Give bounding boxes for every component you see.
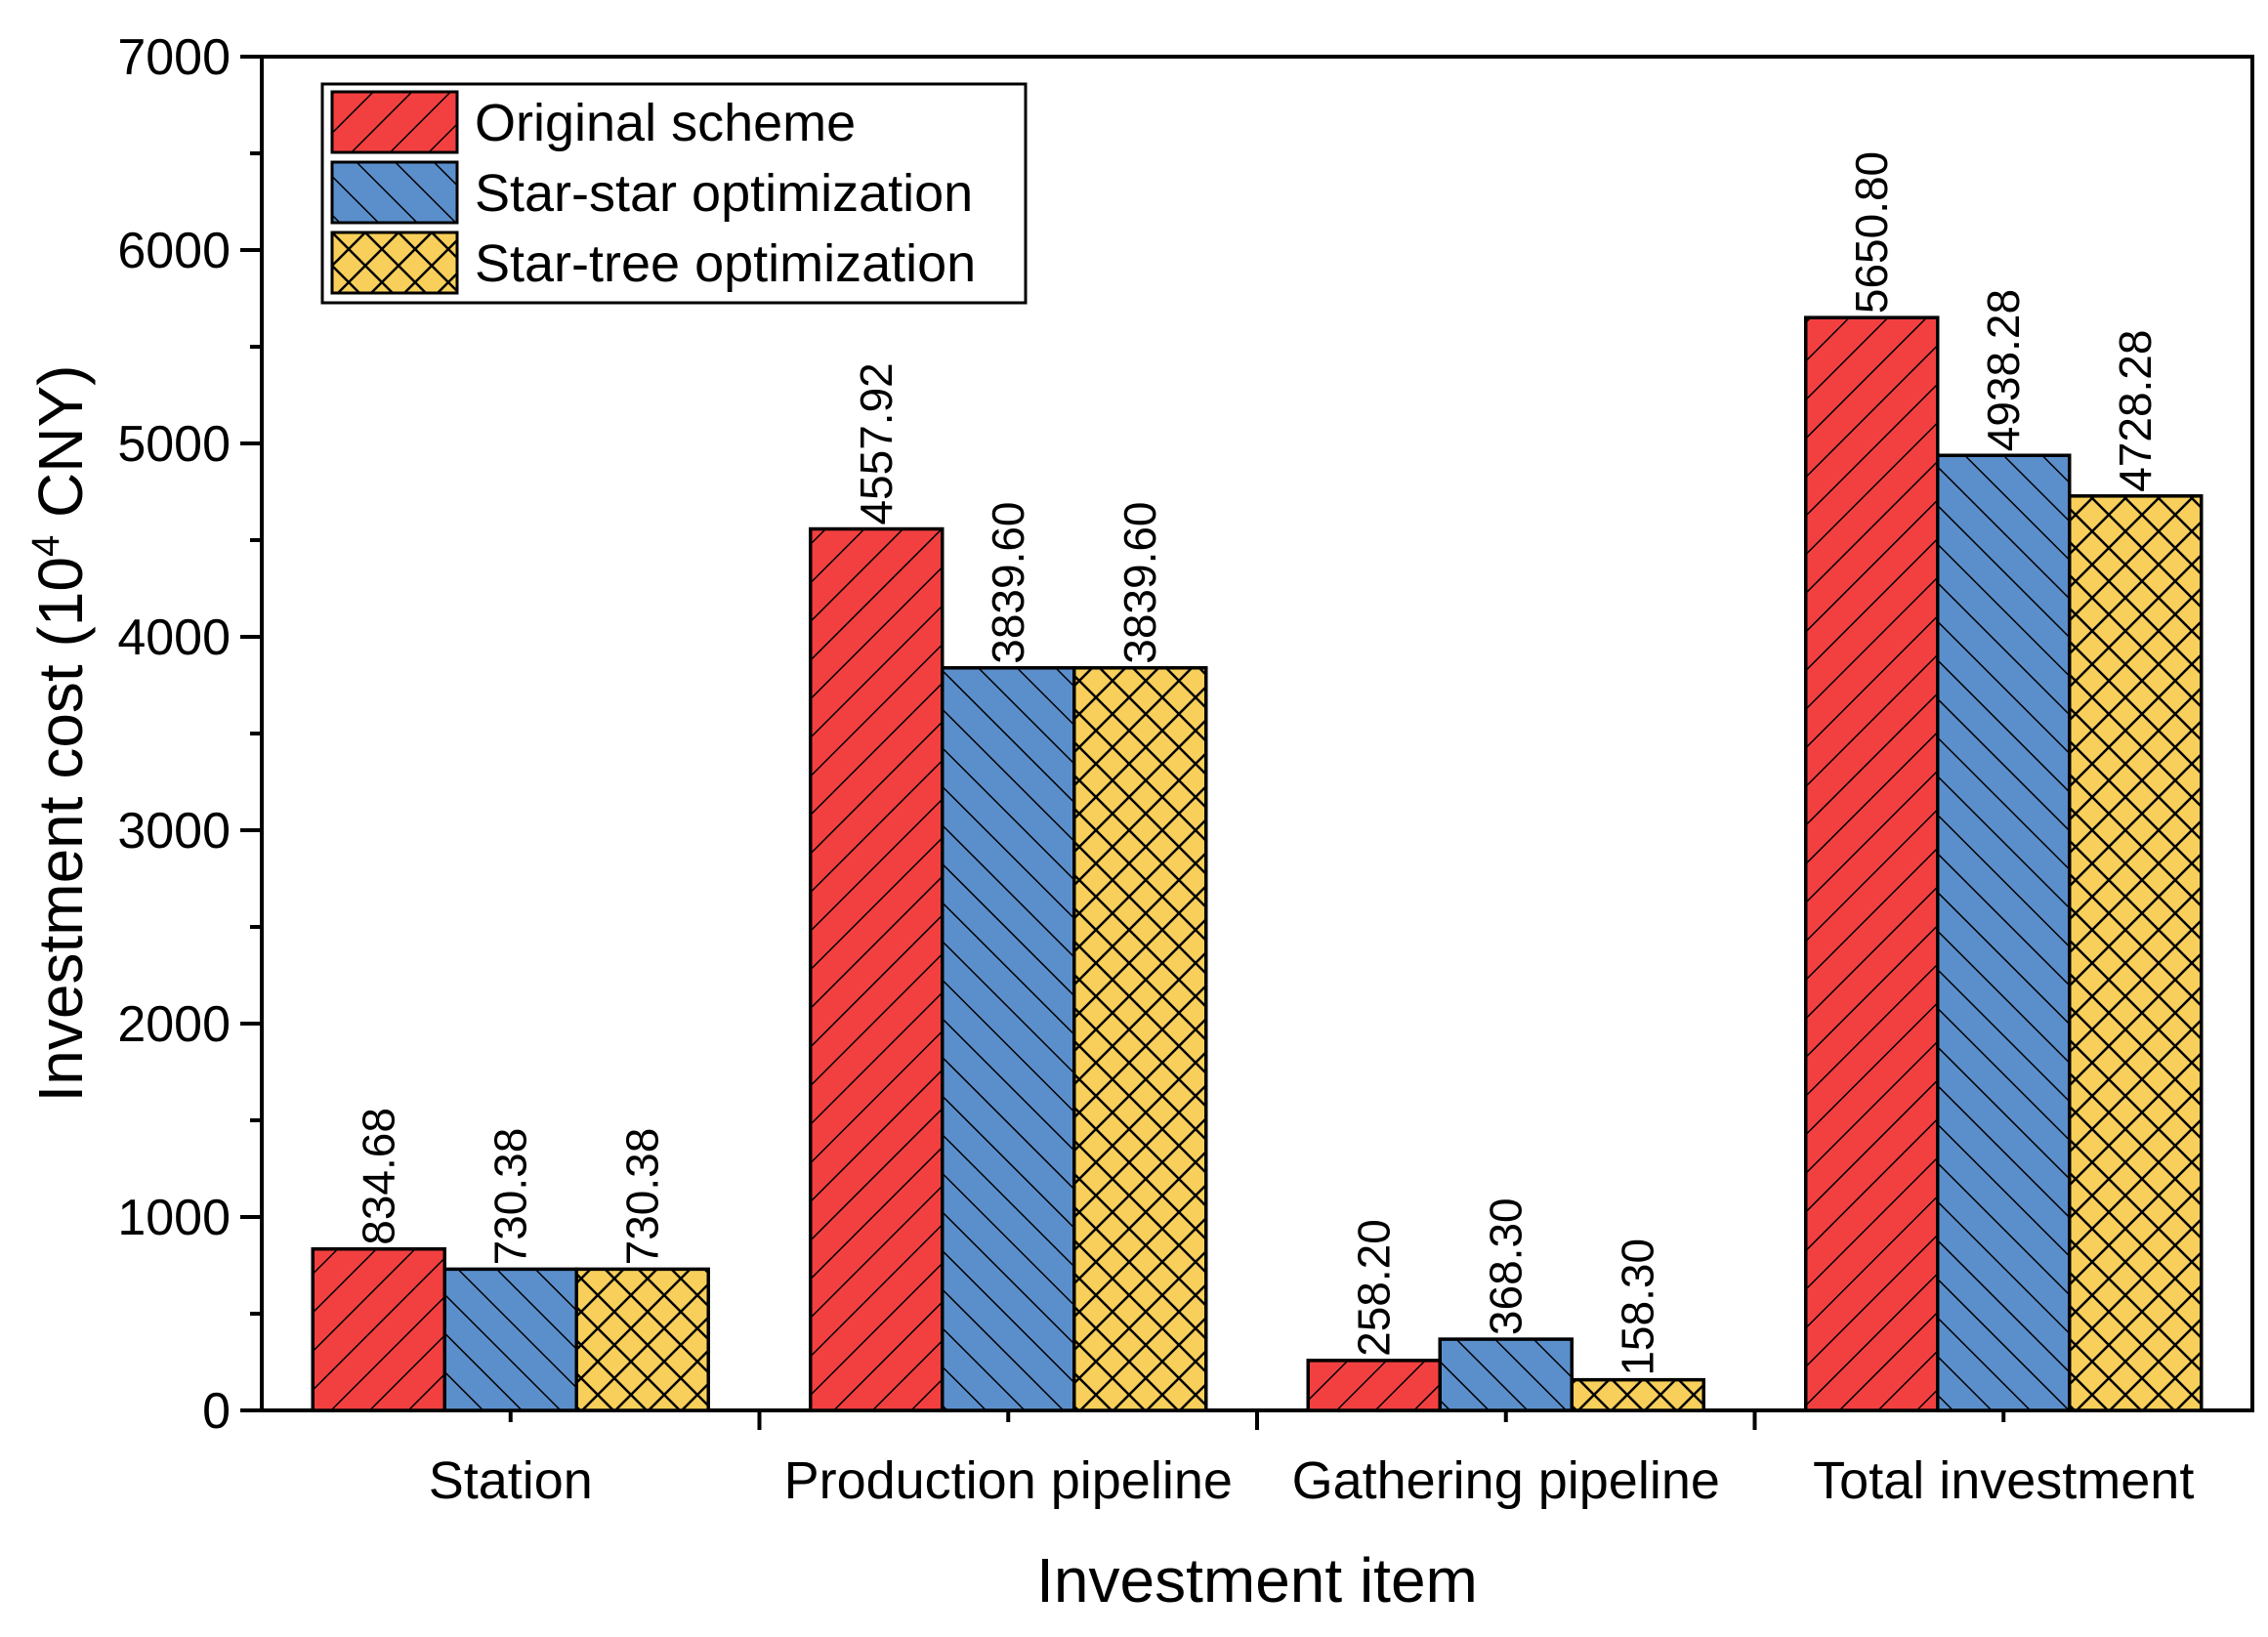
- y-tick-label: 7000: [117, 29, 231, 86]
- data-label: 4938.28: [1978, 289, 2029, 451]
- y-tick-label: 6000: [117, 223, 231, 279]
- data-label: 3839.60: [1114, 501, 1165, 663]
- bar: [1936, 453, 2072, 1412]
- legend-label-original: Original scheme: [475, 94, 856, 152]
- y-tick-label: 3000: [117, 803, 231, 860]
- bar: [311, 1246, 446, 1412]
- legend-label-star-star: Star-star optimization: [475, 164, 973, 223]
- data-label: 5650.80: [1846, 151, 1897, 314]
- y-tick-label: 4000: [117, 609, 231, 666]
- bar: [1438, 1337, 1574, 1412]
- y-axis-title: Investment cost (104 CNY): [24, 365, 96, 1103]
- bar: [574, 1267, 710, 1412]
- x-category-label: Production pipeline: [784, 1451, 1233, 1510]
- y-tick-label: 0: [202, 1383, 231, 1440]
- legend-swatch-star-star: [330, 160, 459, 225]
- y-axis-title-main: Investment cost (10: [25, 557, 96, 1102]
- data-label: 4728.28: [2110, 330, 2161, 492]
- x-category-label: Total investment: [1813, 1451, 2194, 1510]
- legend-swatch-original: [330, 90, 459, 154]
- data-label: 258.20: [1349, 1219, 1400, 1357]
- data-label: 730.38: [485, 1128, 536, 1266]
- bar: [442, 1267, 578, 1412]
- data-label: 368.30: [1481, 1197, 1532, 1335]
- data-label: 834.68: [354, 1108, 404, 1245]
- bar: [1072, 666, 1208, 1412]
- x-category-label: Gathering pipeline: [1292, 1451, 1720, 1510]
- x-axis-title: Investment item: [1036, 1545, 1478, 1616]
- y-axis-title-tail: CNY): [25, 365, 96, 535]
- y-axis-title-superscript: 4: [24, 535, 67, 557]
- y-tick-label: 2000: [117, 996, 231, 1053]
- data-label: 730.38: [617, 1128, 668, 1266]
- data-label: 4557.92: [851, 362, 902, 525]
- data-label: 158.30: [1613, 1238, 1663, 1376]
- bar: [941, 666, 1076, 1412]
- y-tick-label: 5000: [117, 416, 231, 473]
- bar: [809, 526, 945, 1412]
- bar: [1804, 315, 1940, 1412]
- data-label: 3839.60: [983, 501, 1033, 663]
- bar: [1306, 1359, 1442, 1412]
- legend-swatch-star-tree: [330, 231, 459, 295]
- x-category-label: Station: [429, 1451, 593, 1510]
- bar: [2068, 494, 2204, 1412]
- legend-label-star-tree: Star-tree optimization: [475, 234, 976, 293]
- y-tick-label: 1000: [117, 1190, 231, 1246]
- legend: Original scheme Star-star optimization S…: [320, 82, 1028, 305]
- bar: [1570, 1377, 1705, 1412]
